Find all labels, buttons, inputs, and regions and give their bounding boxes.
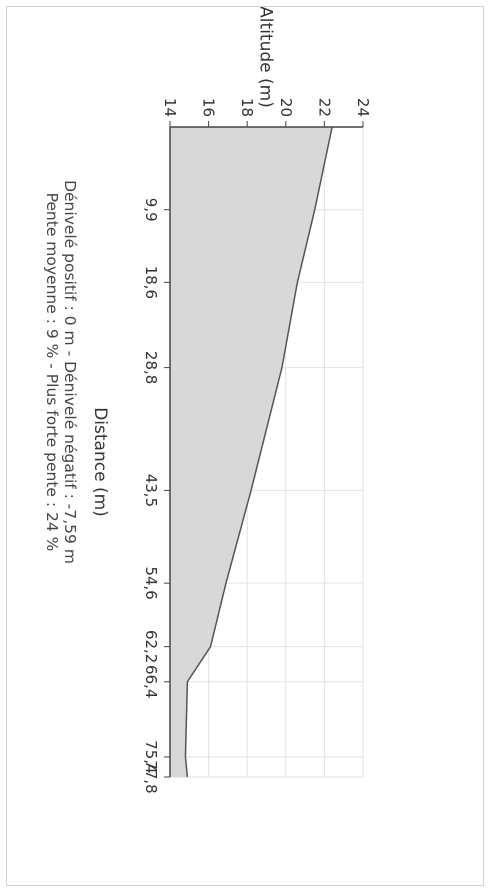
x-tick-label: 66,4 <box>142 665 160 698</box>
x-tick-labels: 9,9 18,6 28,8 43,5 54,6 62,2 66,4 75,477,8 <box>142 198 160 794</box>
y-tick-label: 14 <box>161 98 179 117</box>
slope-stats-line-2: Pente moyenne : 9 % - Plus forte pente :… <box>43 193 61 552</box>
x-tick-label: 62,2 <box>142 630 160 663</box>
elevation-line <box>184 126 333 778</box>
x-tick-label: 18,6 <box>142 266 160 299</box>
x-tick-label: 9,9 <box>142 198 160 222</box>
altitude-profile-chart: 14 16 18 20 22 24 9,9 18,6 28,8 43,5 54,6 62,2 66,4… <box>43 7 372 794</box>
y-tick-label: 18 <box>238 98 256 117</box>
x-axis-title: Distance (m) <box>90 407 110 517</box>
x-tick-label: 43,5 <box>142 474 160 507</box>
y-tick-label: 20 <box>277 98 295 117</box>
y-tick-labels: 14 16 18 20 22 24 <box>161 98 372 117</box>
y-tick-label: 24 <box>354 98 372 117</box>
chart-frame: 14 16 18 20 22 24 9,9 18,6 28,8 43,5 54,6 62,2 66,4… <box>6 6 484 886</box>
y-tick-label: 22 <box>315 98 333 117</box>
elevation-stats-line-1: Dénivelé positif : 0 m - Dénivelé négati… <box>61 180 79 564</box>
y-tick-label: 16 <box>200 98 218 117</box>
x-tick-label: 77,8 <box>142 760 160 793</box>
axes <box>164 121 364 778</box>
x-tick-label: 54,6 <box>142 566 160 599</box>
elevation-area <box>170 127 333 777</box>
y-axis-title: Altitude (m) <box>256 7 276 108</box>
x-tick-label: 28,8 <box>142 351 160 384</box>
x-tick-label: 75,4 <box>142 740 160 773</box>
